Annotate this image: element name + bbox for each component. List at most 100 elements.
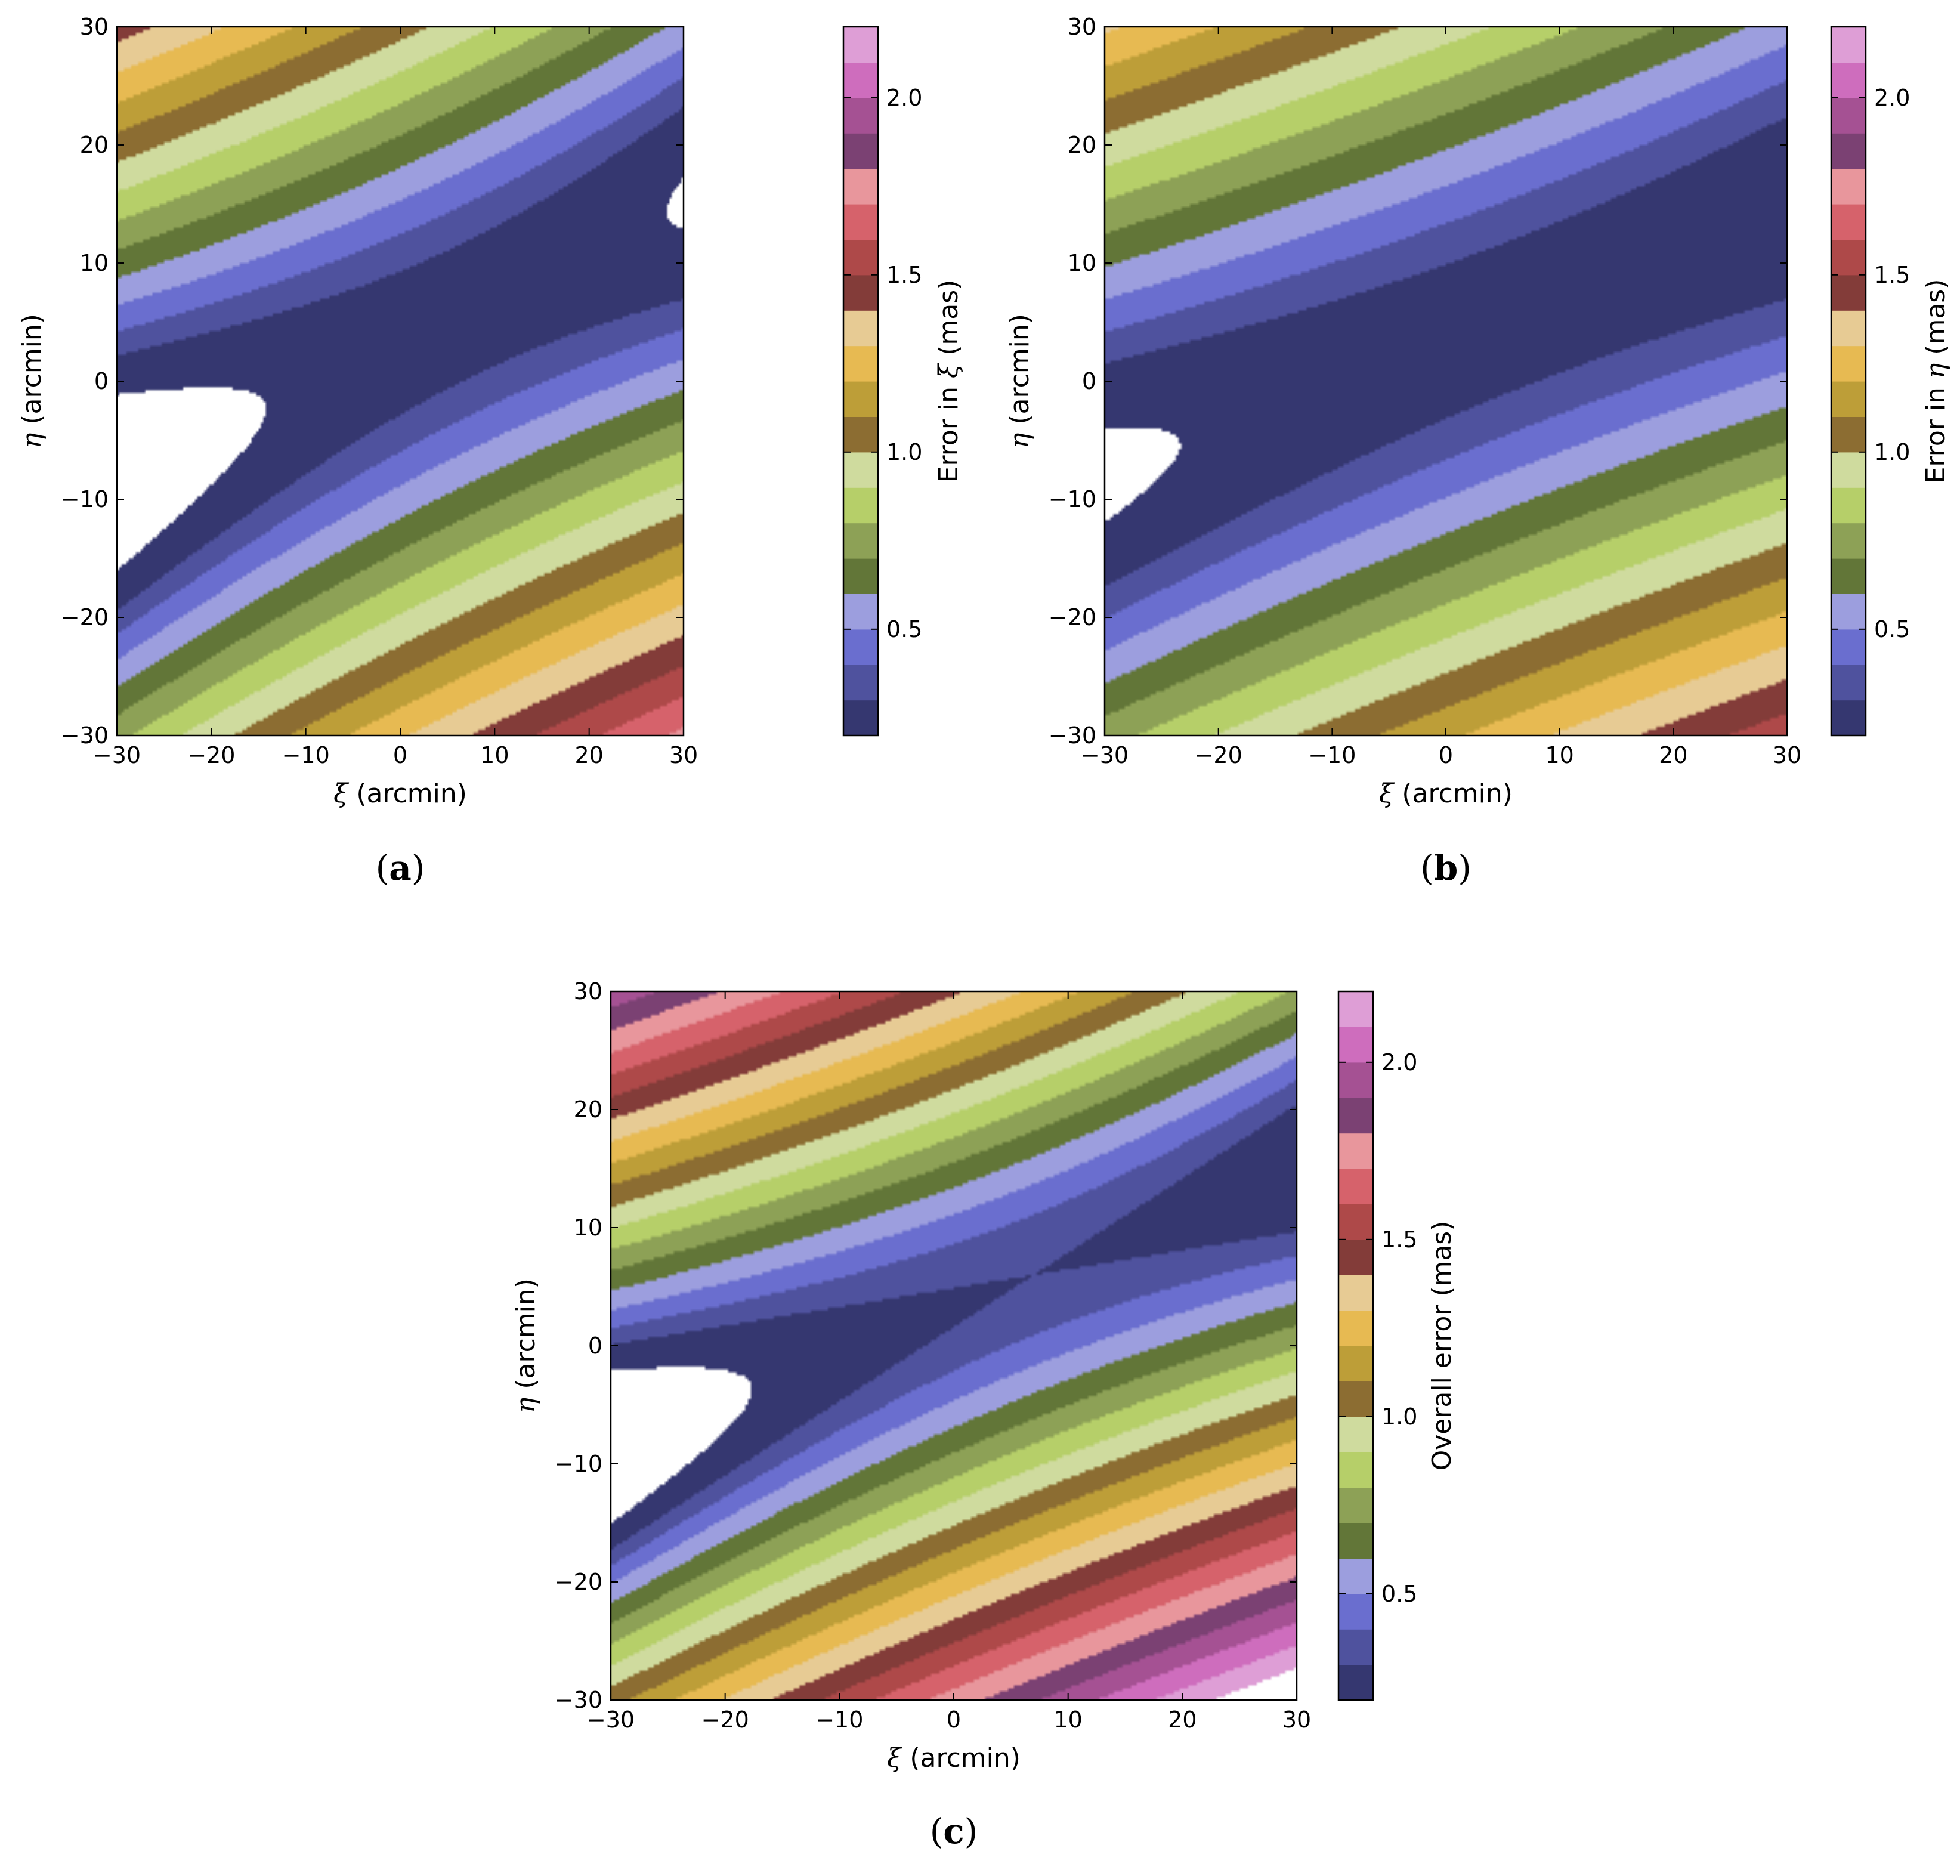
colorbar-segment bbox=[1831, 204, 1866, 240]
colorbar-segment bbox=[1338, 991, 1373, 1027]
colorbar: 0.5 1.0 1.5 2.0 bbox=[1830, 26, 1910, 737]
colorbar-segment bbox=[1338, 1098, 1373, 1134]
panel-label: (a) bbox=[376, 848, 425, 888]
colorbar-segment bbox=[1831, 700, 1866, 736]
colorbar-segment bbox=[1831, 487, 1866, 524]
x-tick-label: 10 bbox=[1053, 1707, 1082, 1733]
x-tick-label: 0 bbox=[1439, 742, 1453, 768]
contour-field bbox=[117, 27, 684, 735]
colorbar-tick-label: 1.0 bbox=[1381, 1404, 1417, 1430]
x-tick-label: −10 bbox=[1308, 742, 1356, 768]
colorbar-segment bbox=[1831, 274, 1866, 311]
colorbar-segment bbox=[1338, 1381, 1373, 1417]
x-tick-label: −20 bbox=[187, 742, 235, 768]
x-tick-label: 20 bbox=[1659, 742, 1687, 768]
contour-field bbox=[611, 991, 1297, 1700]
x-tick-label: 10 bbox=[1545, 742, 1573, 768]
panel-label: (b) bbox=[1420, 848, 1471, 888]
y-tick-label: −20 bbox=[555, 1569, 602, 1595]
y-axis-label: η (arcmin) bbox=[17, 314, 47, 449]
y-tick-label: −10 bbox=[61, 486, 109, 512]
colorbar: 0.5 1.0 1.5 2.0 bbox=[842, 26, 922, 737]
y-tick-label: 20 bbox=[1068, 132, 1096, 158]
x-tick-label: 10 bbox=[480, 742, 509, 768]
x-tick-label: −30 bbox=[93, 742, 141, 768]
colorbar-frame bbox=[842, 26, 879, 737]
colorbar-segment bbox=[1338, 1062, 1373, 1098]
colorbar-tick-label: 0.5 bbox=[1874, 616, 1910, 642]
colorbar-frame bbox=[1337, 990, 1374, 1701]
colorbar-segment bbox=[1338, 1664, 1373, 1701]
y-tick-label: 20 bbox=[80, 132, 109, 158]
colorbar-tick-label: 1.0 bbox=[1874, 439, 1910, 465]
x-axis-label: ξ (arcmin) bbox=[887, 1743, 1021, 1773]
x-tick-label: 0 bbox=[393, 742, 407, 768]
x-tick-label: 30 bbox=[669, 742, 698, 768]
y-tick-label: 30 bbox=[1068, 14, 1096, 40]
colorbar-segment bbox=[1831, 345, 1866, 382]
y-tick-label: 10 bbox=[574, 1214, 602, 1241]
colorbar-tick-label: 0.5 bbox=[1381, 1581, 1417, 1607]
y-tick-label: −20 bbox=[61, 604, 109, 631]
colorbar-tick-label: 1.5 bbox=[1874, 262, 1910, 288]
colorbar-segment bbox=[1338, 1275, 1373, 1311]
colorbar-segment bbox=[843, 204, 878, 240]
colorbar-segment bbox=[1831, 168, 1866, 205]
colorbar-segment bbox=[843, 452, 878, 488]
colorbar-segment bbox=[1831, 27, 1866, 63]
colorbar-segment bbox=[843, 27, 878, 63]
colorbar-segment bbox=[843, 97, 878, 134]
y-tick-label: −30 bbox=[555, 1687, 602, 1713]
x-tick-label: −10 bbox=[815, 1707, 863, 1733]
x-tick-label: −20 bbox=[701, 1707, 749, 1733]
y-axis-label: η (arcmin) bbox=[511, 1278, 541, 1413]
panel-a: −30 −20 −10 0 10 20 30 −30 −20 −10 0 10 20 30 ξ (arcmi… bbox=[17, 14, 964, 888]
colorbar-segment bbox=[1831, 97, 1866, 134]
colorbar-segment bbox=[1338, 1310, 1373, 1346]
colorbar-segment bbox=[843, 168, 878, 205]
y-axis-label: η (arcmin) bbox=[1004, 314, 1035, 449]
colorbar-segment bbox=[1831, 665, 1866, 701]
colorbar-segment bbox=[843, 700, 878, 736]
colorbar-segment bbox=[1831, 310, 1866, 347]
panel-label: (c) bbox=[930, 1811, 978, 1852]
colorbar-segment bbox=[843, 558, 878, 594]
y-tick-label: 0 bbox=[94, 368, 109, 394]
colorbar-segment bbox=[1831, 133, 1866, 169]
colorbar-segment bbox=[1338, 1523, 1373, 1559]
y-tick-label: −20 bbox=[1049, 604, 1096, 631]
colorbar-segment bbox=[1338, 1133, 1373, 1169]
x-tick-label: −30 bbox=[1081, 742, 1129, 768]
colorbar-frame bbox=[1830, 26, 1867, 737]
colorbar-segment bbox=[1338, 1204, 1373, 1240]
colorbar-tick-label: 0.5 bbox=[886, 616, 922, 642]
colorbar-label: Error in ξ (mas) bbox=[933, 280, 964, 483]
colorbar-segment bbox=[1831, 523, 1866, 559]
colorbar-segment bbox=[1831, 62, 1866, 98]
colorbar-segment bbox=[843, 310, 878, 347]
x-tick-label: 20 bbox=[574, 742, 603, 768]
colorbar-segment bbox=[1338, 1346, 1373, 1381]
x-tick-label: 20 bbox=[1168, 1707, 1197, 1733]
colorbar-tick-label: 2.0 bbox=[1381, 1049, 1417, 1075]
colorbar-tick-label: 2.0 bbox=[886, 85, 922, 111]
colorbar-segment bbox=[1831, 558, 1866, 594]
colorbar-segment bbox=[1831, 239, 1866, 276]
colorbar-segment bbox=[843, 594, 878, 630]
y-tick-label: 0 bbox=[588, 1333, 602, 1359]
colorbar-segment bbox=[1338, 1558, 1373, 1594]
panel-b: −30 −20 −10 0 10 20 30 −30 −20 −10 0 10 20 30 ξ (arcmi… bbox=[1004, 14, 1951, 888]
x-axis-label: ξ (arcmin) bbox=[333, 778, 467, 809]
x-tick-label: −20 bbox=[1195, 742, 1242, 768]
colorbar-segment bbox=[1831, 416, 1866, 453]
colorbar: 0.5 1.0 1.5 2.0 bbox=[1337, 990, 1417, 1701]
x-tick-label: −10 bbox=[282, 742, 330, 768]
colorbar-segment bbox=[843, 62, 878, 98]
colorbar-segment bbox=[1338, 1169, 1373, 1204]
colorbar-segment bbox=[843, 239, 878, 276]
x-tick-label: 30 bbox=[1773, 742, 1801, 768]
colorbar-label: Error in η (mas) bbox=[1921, 279, 1951, 484]
colorbar-segment bbox=[843, 381, 878, 417]
colorbar-segment bbox=[1338, 1452, 1373, 1488]
